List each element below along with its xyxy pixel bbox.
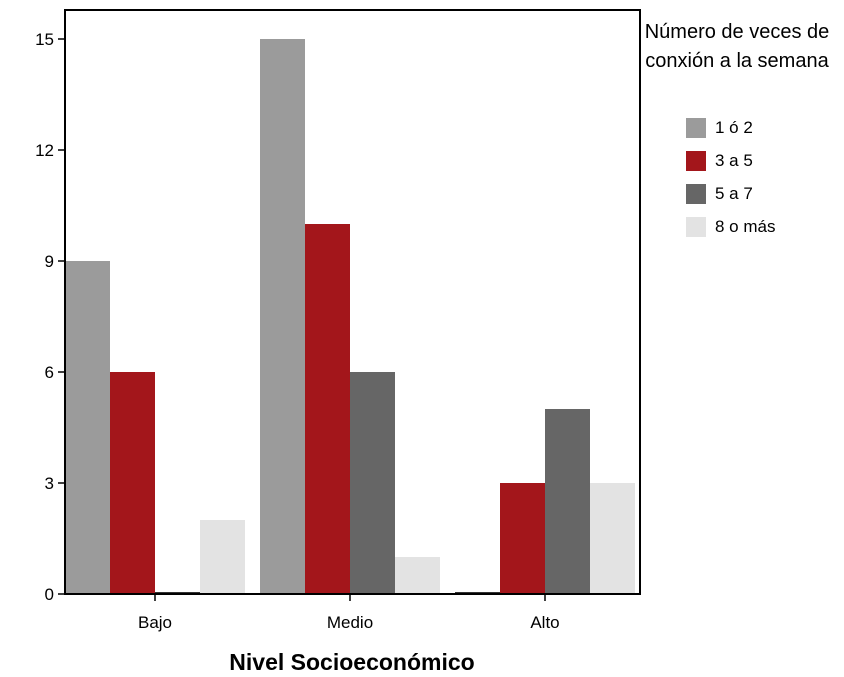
- legend-label: 1 ó 2: [715, 118, 753, 137]
- y-tick-label: 6: [45, 363, 54, 382]
- legend-swatch: [686, 151, 706, 171]
- bar-medio-series-1: [260, 39, 305, 594]
- y-tick-label: 15: [35, 30, 54, 49]
- bar-medio-series-2: [305, 224, 350, 594]
- bars-group: [65, 39, 635, 594]
- x-tick-label-bajo: Bajo: [138, 613, 172, 632]
- x-tick-label-medio: Medio: [327, 613, 373, 632]
- x-axis: Bajo Medio Alto: [138, 594, 560, 632]
- y-tick-label: 3: [45, 474, 54, 493]
- bar-alto-series-2: [500, 483, 545, 594]
- bar-medio-series-3: [350, 372, 395, 594]
- legend-item-4: 8 o más: [686, 216, 775, 238]
- y-axis: 0 3 6 9 12 15: [35, 30, 65, 604]
- plot-frame: [64, 9, 641, 595]
- legend-swatch: [686, 118, 706, 138]
- x-axis-title: Nivel Socioeconómico: [229, 649, 474, 675]
- legend-item-1: 1 ó 2: [686, 117, 753, 139]
- legend-swatch: [686, 184, 706, 204]
- bar-medio-series-4: [395, 557, 440, 594]
- bar-alto-series-3: [545, 409, 590, 594]
- legend-item-2: 3 a 5: [686, 150, 753, 172]
- bar-alto-series-4: [590, 483, 635, 594]
- bar-bajo-series-1: [65, 261, 110, 594]
- legend-title: Número de veces de conxión a la semana: [644, 21, 830, 72]
- y-tick-label: 12: [35, 141, 54, 160]
- bar-bajo-series-2: [110, 372, 155, 594]
- bar-bajo-series-4: [200, 520, 245, 594]
- y-tick-label: 9: [45, 252, 54, 271]
- x-tick-label-alto: Alto: [530, 613, 559, 632]
- legend-swatch: [686, 217, 706, 237]
- legend-item-3: 5 a 7: [686, 183, 753, 205]
- y-tick-label: 0: [45, 585, 54, 604]
- legend-label: 5 a 7: [715, 184, 753, 203]
- legend-label: 3 a 5: [715, 151, 753, 170]
- legend-label: 8 o más: [715, 217, 776, 236]
